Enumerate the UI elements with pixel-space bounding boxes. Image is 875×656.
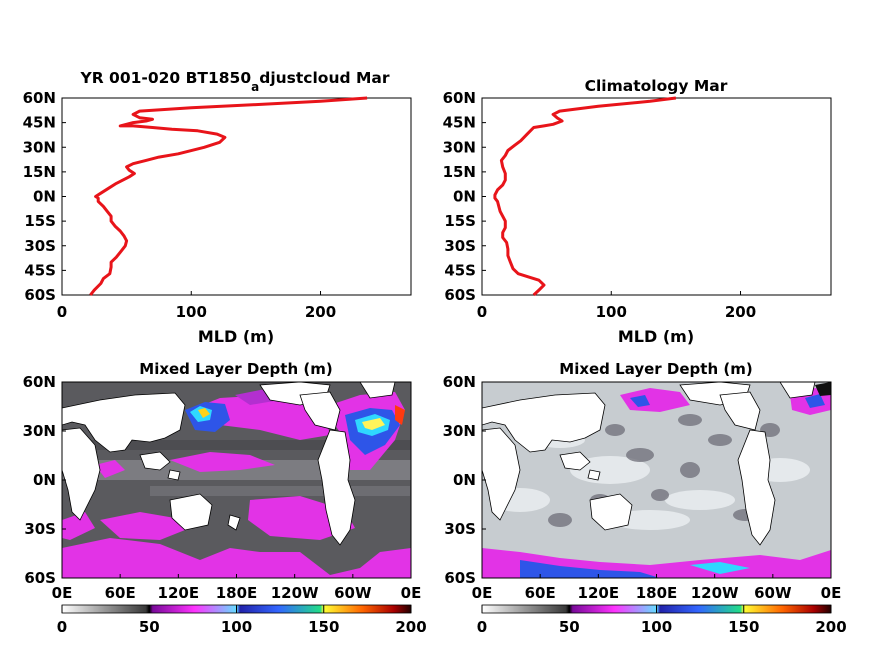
profile-climatology-x-axis: 0 100 200 <box>477 291 756 321</box>
map-model-colorbar-tick-label: 50 <box>139 618 160 636</box>
map-climatology-lon-tick-label: 0E <box>821 584 842 602</box>
map-model-lat-axis: 60N 30N 0N 30S 60S <box>23 373 66 587</box>
map-model-lon-tick-label: 120W <box>271 584 319 602</box>
map-climatology-lon-tick-label: 120E <box>578 584 620 602</box>
profile-model-xtick-label: 0 <box>57 303 67 321</box>
map-climatology-field <box>482 382 831 578</box>
map-climatology-lon-axis: 0E 60E 120E 180E 120W 60W 0E <box>472 574 842 602</box>
map-panel-climatology: Mixed Layer Depth (m) <box>443 360 847 636</box>
profile-climatology-ytick-label: 60S <box>444 286 476 304</box>
map-model-lat-tick-label: 30S <box>24 520 56 538</box>
profile-climatology-title: Climatology Mar <box>585 77 728 95</box>
map-model-lat-tick-label: 30N <box>23 422 56 440</box>
map-model-lon-tick-label: 120E <box>158 584 200 602</box>
profile-model-xtick-label: 200 <box>305 303 336 321</box>
profile-climatology-ytick-label: 60N <box>443 89 476 107</box>
map-model-lon-tick-label: 0E <box>401 584 422 602</box>
profile-panel-climatology: Climatology Mar 60N45N30N15N0N15S30S45S6… <box>443 77 832 346</box>
profile-model-title-subscript: a <box>251 80 259 94</box>
profile-model-ytick-label: 30N <box>23 138 56 156</box>
profile-model-xtick-label: 100 <box>176 303 207 321</box>
map-model-land <box>62 382 396 546</box>
map-model-lon-tick-label: 60E <box>105 584 136 602</box>
profile-model-series-line <box>89 96 368 296</box>
profile-climatology-ytick-label: 45N <box>443 114 476 132</box>
map-climatology-lat-tick-label: 30S <box>444 520 476 538</box>
map-model-title: Mixed Layer Depth (m) <box>139 360 332 378</box>
profile-climatology-xlabel: MLD (m) <box>618 327 694 346</box>
profile-model-ytick-label: 45N <box>23 114 56 132</box>
profile-model-ytick-label: 45S <box>24 261 56 279</box>
profile-climatology-series-line <box>493 96 677 297</box>
profile-climatology-xtick-label: 0 <box>477 303 487 321</box>
map-model-colorbar-tick-label: 200 <box>395 618 426 636</box>
profile-climatology-ytick-label: 45S <box>444 261 476 279</box>
profile-model-xlabel: MLD (m) <box>198 327 274 346</box>
map-model-lon-tick-label: 180E <box>216 584 258 602</box>
profile-climatology-ytick-label: 15N <box>443 163 476 181</box>
map-climatology-lon-tick-label: 120W <box>691 584 739 602</box>
map-climatology-colorbar-ticks: 0 50 100 150 200 <box>477 605 847 636</box>
profile-model-y-axis: 60N 45N 30N 15N 0N 15S 30S 45S 60S <box>23 89 66 304</box>
map-climatology-colorbar-tick-label: 100 <box>641 618 672 636</box>
profile-model-ytick-label: 60N <box>23 89 56 107</box>
profile-model-ytick-label: 0N <box>33 188 56 206</box>
map-climatology-lon-tick-label: 0E <box>472 584 493 602</box>
map-climatology-lat-tick-label: 30N <box>443 422 476 440</box>
map-model-lat-tick-label: 0N <box>33 471 56 489</box>
profile-climatology-ytick-label: 15S <box>444 212 476 230</box>
profile-model-ytick-label: 15S <box>24 212 56 230</box>
map-model-lon-tick-label: 0E <box>52 584 73 602</box>
map-climatology-lat-tick-label: 60S <box>444 569 476 587</box>
profile-model-ytick-label: 30S <box>24 237 56 255</box>
map-climatology-colorbar-tick-label: 50 <box>559 618 580 636</box>
map-model-lat-tick-label: 60S <box>24 569 56 587</box>
profile-model-ytick-label: 60S <box>24 286 56 304</box>
profile-panel-model: YR 001-020 BT1850adjustcloud Mar 60N 45N 3… <box>23 69 412 346</box>
profile-climatology-y-axis: 60N 45N 30N 15N 0N 15S 30S 45S 60S <box>443 89 486 304</box>
map-model-lat-tick-label: 60N <box>23 373 56 391</box>
profile-model-x-axis: 0 100 200 <box>57 291 336 321</box>
map-model-field <box>62 382 411 578</box>
map-climatology-land <box>482 382 816 546</box>
map-climatology-title: Mixed Layer Depth (m) <box>559 360 752 378</box>
map-panel-model: Mixed Layer Depth (m) <box>23 360 427 636</box>
map-model-lon-axis: 0E 60E 120E 180E 120W 60W 0E <box>52 574 422 602</box>
map-climatology-colorbar-tick-label: 0 <box>477 618 487 636</box>
map-climatology-lon-tick-label: 60E <box>525 584 556 602</box>
profile-climatology-ytick-label: 30N <box>443 138 476 156</box>
map-climatology-lon-tick-label: 180E <box>636 584 678 602</box>
map-climatology-colorbar-tick-label: 200 <box>815 618 846 636</box>
map-climatology-lat-tick-label: 60N <box>443 373 476 391</box>
map-climatology-lon-tick-label: 60W <box>754 584 792 602</box>
map-climatology-colorbar-tick-label: 150 <box>728 618 759 636</box>
map-model-colorbar-tick-label: 100 <box>221 618 252 636</box>
map-model-colorbar-ticks: 0 50 100 150 200 <box>57 605 427 636</box>
map-model-colorbar-tick-label: 0 <box>57 618 67 636</box>
profile-climatology-ytick-label: 0N <box>453 188 476 206</box>
map-model-colorbar-tick-label: 150 <box>308 618 339 636</box>
profile-model-axes-box <box>61 97 412 296</box>
map-climatology-lat-axis: 60N 30N 0N 30S 60S <box>443 373 486 587</box>
profile-climatology-xtick-label: 100 <box>596 303 627 321</box>
profile-climatology-xtick-label: 200 <box>725 303 756 321</box>
profile-model-ytick-label: 15N <box>23 163 56 181</box>
map-model-lon-tick-label: 60W <box>334 584 372 602</box>
profile-climatology-ytick-label: 30S <box>444 237 476 255</box>
map-climatology-lat-tick-label: 0N <box>453 471 476 489</box>
profile-model-title: YR 001-020 BT1850adjustcloud Mar <box>79 69 389 94</box>
